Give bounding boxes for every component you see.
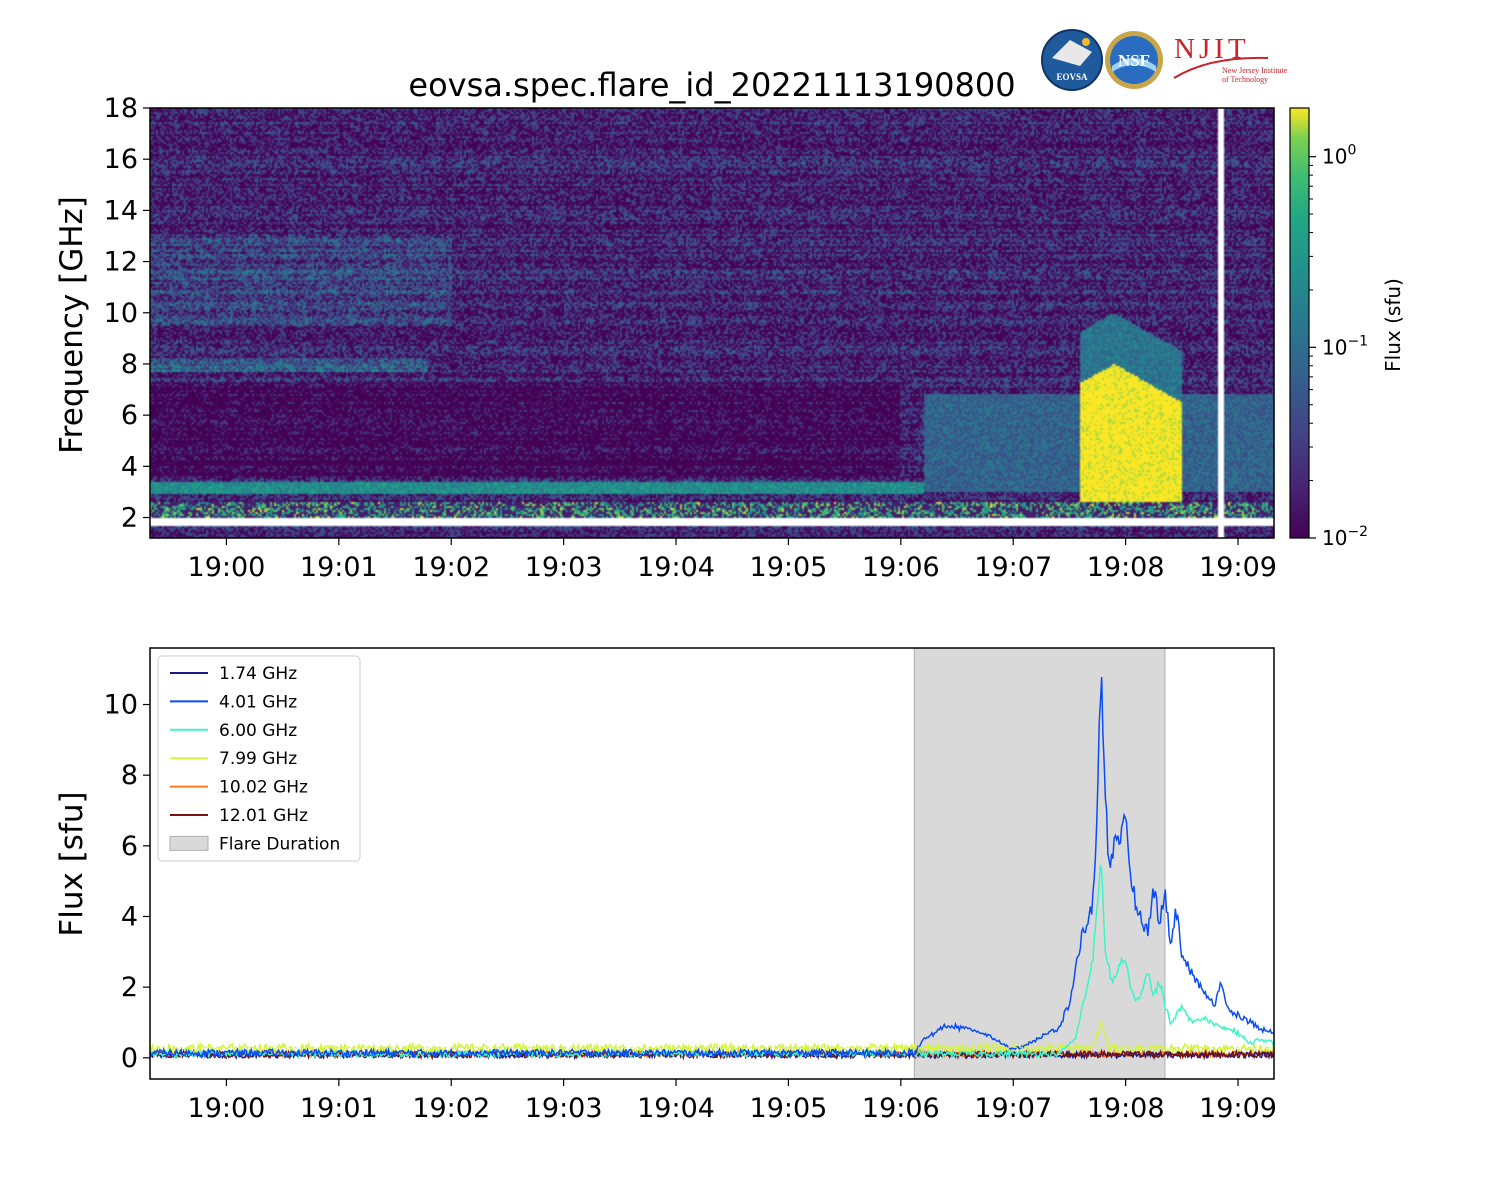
colorbar-tick-label: 10−2 [1322,524,1368,550]
lightcurve-x-tick-label: 19:08 [1087,1093,1165,1124]
flare-duration-span [913,647,1166,1080]
spectrogram-image [150,108,1274,538]
lightcurve-x-tick-label: 19:05 [750,1093,828,1124]
lightcurve-x-tick-label: 19:01 [300,1093,378,1124]
series-line [149,864,1275,1060]
legend-label: 12.01 GHz [219,806,308,826]
spectrogram-y-tick-label: 18 [104,93,138,124]
colorbar: 100 10−1 10−2 Flux (sfu) [1289,107,1405,550]
legend-label: 4.01 GHz [219,692,297,712]
spectrogram-x-tick-label: 19:09 [1199,552,1277,583]
colorbar-label: Flux (sfu) [1381,278,1405,372]
spectrogram-y-label: Frequency [GHz] [54,196,90,454]
colorbar-ticks: 100 10−1 10−2 [1309,143,1368,550]
spectrogram-x-tick-label: 19:00 [188,552,266,583]
spectrogram-y-tick-label: 10 [104,298,138,329]
spectrogram-frame [149,107,1275,539]
spectrogram-x-tick-label: 19:02 [412,552,490,583]
spectrogram-y-tick-label: 14 [104,195,138,226]
series-line [149,677,1275,1060]
figure-title: eovsa.spec.flare_id_20221113190800 [408,66,1015,104]
colorbar-tick-label: 10−1 [1322,333,1368,359]
spectrogram-x-tick-label: 19:05 [750,552,828,583]
colorbar-gradient [1290,108,1309,538]
lightcurve-x-tick-label: 19:00 [188,1093,266,1124]
lightcurve-x-tick-label: 19:03 [525,1093,603,1124]
spectrogram-y-tick-label: 2 [121,503,138,534]
spectrogram-y-tick-label: 4 [121,451,138,482]
spectrogram-x-tick-label: 19:08 [1087,552,1165,583]
lightcurve-x-tick-label: 19:06 [862,1093,940,1124]
lightcurve-x-tick-label: 19:09 [1199,1093,1277,1124]
lightcurve-y-axis: 0 2 4 6 8 10 [104,690,150,1074]
legend-label: 7.99 GHz [219,749,297,769]
spectrogram-x-tick-label: 19:04 [637,552,715,583]
spectrogram-x-axis: 19:00 19:01 19:02 19:03 19:04 19:05 19:06 19:07… [188,538,1277,583]
lightcurve-y-label: Flux [sfu] [54,791,90,936]
colorbar-tick-label: 100 [1322,143,1356,169]
lightcurve-y-tick-label: 10 [104,690,138,721]
spectrogram-x-tick-label: 19:01 [300,552,378,583]
nsf-logo: NSF [1105,31,1163,89]
legend-label: Flare Duration [219,834,340,854]
njit-logo: NJIT New Jersey Institute of Technology [1173,33,1288,84]
spectrogram-panel: 2 4 6 8 10 12 14 16 18 19:00 19:01 19:02 19:03 19:04… [54,93,1277,583]
spectrogram-x-tick-label: 19:07 [974,552,1052,583]
svg-text:NJIT: NJIT [1174,33,1250,65]
spectrogram-x-tick-label: 19:03 [525,552,603,583]
svg-text:NSF: NSF [1118,51,1150,70]
svg-text:EOVSA: EOVSA [1056,72,1088,82]
legend: 1.74 GHz 4.01 GHz 6.00 GHz 7.99 GHz 10.02 GH… [157,655,361,862]
lightcurve-frame [149,647,1275,1080]
lightcurve-x-tick-label: 19:02 [412,1093,490,1124]
spectrogram-y-tick-label: 6 [121,400,138,431]
lightcurve-y-tick-label: 6 [121,831,138,862]
spectrogram-y-axis: 2 4 6 8 10 12 14 16 18 [104,93,150,534]
lightcurve-x-tick-label: 19:07 [974,1093,1052,1124]
lightcurve-series [149,677,1275,1061]
spectrogram-x-tick-label: 19:06 [862,552,940,583]
svg-text:New Jersey Institute: New Jersey Institute [1222,66,1288,75]
legend-label: 1.74 GHz [219,664,297,684]
spectrogram-y-tick-label: 16 [104,144,138,175]
lightcurve-y-tick-label: 0 [121,1043,138,1074]
lightcurve-y-tick-label: 8 [121,760,138,791]
eovsa-logo: EOVSA [1041,29,1103,91]
spectrogram-y-tick-label: 12 [104,247,138,278]
spectrogram-y-tick-label: 8 [121,349,138,380]
lightcurve-y-tick-label: 4 [121,901,138,932]
lightcurve-x-axis: 19:00 19:01 19:02 19:03 19:04 19:05 19:06 19:07… [188,1079,1277,1124]
legend-swatch-span [169,835,209,851]
lightcurve-y-tick-label: 2 [121,972,138,1003]
svg-text:of Technology: of Technology [1222,75,1268,84]
legend-label: 6.00 GHz [219,721,297,741]
lightcurve-x-tick-label: 19:04 [637,1093,715,1124]
legend-label: 10.02 GHz [219,778,308,798]
